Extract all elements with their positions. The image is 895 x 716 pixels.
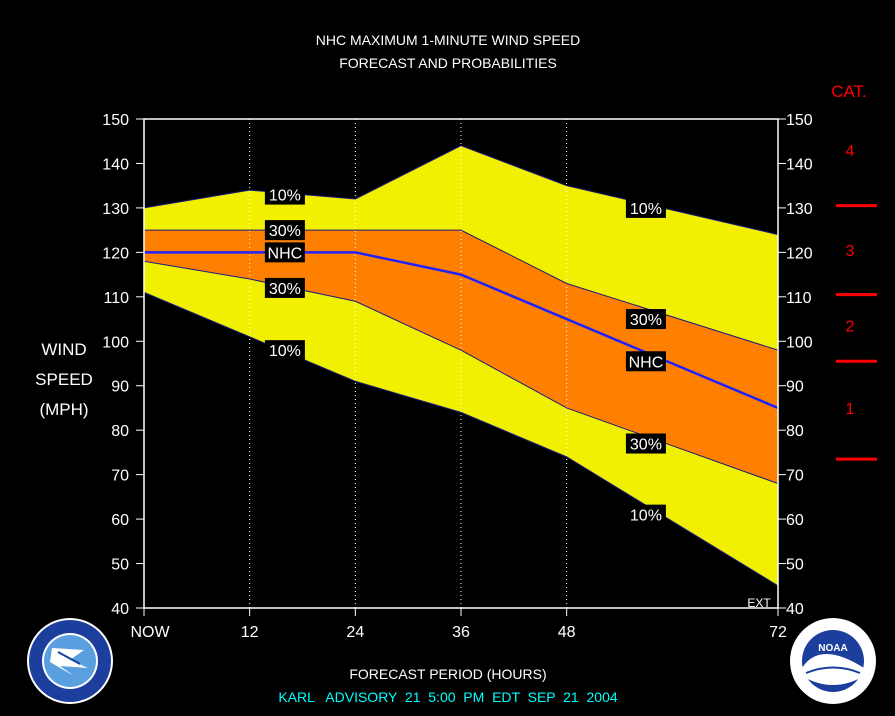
boundary-line-upper_30 bbox=[144, 229, 779, 351]
series-label-box bbox=[264, 242, 305, 263]
y-tick-label-right: 110 bbox=[786, 290, 812, 307]
chart-title-line2: FORECAST AND PROBABILITIES bbox=[339, 55, 557, 71]
svg-text:NOAA: NOAA bbox=[818, 643, 847, 654]
x-tick-label-24: 24 bbox=[346, 624, 364, 641]
noaa-logo: NOAA bbox=[790, 618, 876, 704]
y-tick-label-right: 60 bbox=[786, 512, 804, 529]
y-tick-label-right: 50 bbox=[786, 557, 804, 574]
series-label: NHC bbox=[268, 245, 303, 262]
y-tick-label-left: 110 bbox=[103, 290, 129, 307]
band-30-percent bbox=[144, 230, 778, 484]
grid-lines bbox=[249, 119, 568, 608]
category-label-3: 3 bbox=[846, 243, 855, 260]
y-tick-label-left: 100 bbox=[102, 334, 129, 351]
x-tick-label-48: 48 bbox=[558, 624, 576, 641]
series-label: 30% bbox=[269, 281, 301, 298]
series-label: 10% bbox=[269, 343, 301, 360]
ylabel-line3: (MPH) bbox=[39, 400, 88, 419]
series-label: 30% bbox=[630, 312, 662, 329]
x-axis: NOW 12 24 36 48 72 bbox=[130, 608, 787, 641]
y-axis-right: 40 50 60 70 80 90 100 110 120 130 140 150 bbox=[778, 112, 813, 618]
y-tick-label-right: 40 bbox=[786, 601, 804, 618]
y-tick-label-left: 50 bbox=[111, 557, 129, 574]
chart-title-line1: NHC MAXIMUM 1-MINUTE WIND SPEED bbox=[316, 32, 580, 48]
advisory-line: KARL ADVISORY 21 5:00 PM EDT SEP 21 2004 bbox=[278, 689, 618, 705]
series-label: 30% bbox=[269, 223, 301, 240]
y-tick-label-left: 90 bbox=[111, 379, 129, 396]
series-label-box bbox=[625, 433, 666, 454]
x-tick-label-36: 36 bbox=[452, 624, 470, 641]
x-tick-label-NOW: NOW bbox=[130, 624, 170, 641]
category-scale: CAT. 4 3 2 1 bbox=[831, 82, 877, 461]
y-tick-label-left: 40 bbox=[111, 601, 129, 618]
y-axis-left: 40 50 60 70 80 90 100 110 120 130 140 150 bbox=[102, 112, 144, 618]
boundary-line-upper_10 bbox=[143, 145, 779, 236]
boundary-line-lower_10 bbox=[143, 291, 779, 587]
y-tick-label-left: 120 bbox=[102, 245, 129, 262]
x-tick-label-72: 72 bbox=[769, 624, 787, 641]
category-label-1: 1 bbox=[846, 401, 855, 418]
series-label-box bbox=[625, 197, 666, 218]
series-label-box bbox=[625, 309, 666, 330]
ylabel-line1: WIND bbox=[41, 340, 86, 359]
xlabel: FORECAST PERIOD (HOURS) bbox=[349, 666, 546, 682]
y-tick-label-right: 70 bbox=[786, 468, 804, 485]
category-label-4: 4 bbox=[846, 143, 855, 160]
series-label-box bbox=[625, 351, 666, 372]
series-label: 10% bbox=[630, 508, 662, 525]
y-tick-label-left: 150 bbox=[102, 112, 129, 129]
y-tick-label-left: 140 bbox=[102, 156, 129, 173]
series-label: 10% bbox=[630, 201, 662, 218]
series-label-box bbox=[264, 184, 305, 205]
category-label-2: 2 bbox=[846, 319, 855, 336]
ext-label: EXT bbox=[747, 596, 771, 610]
series-label-box bbox=[264, 277, 305, 298]
series-label: 30% bbox=[630, 437, 662, 454]
series-lines bbox=[143, 145, 779, 587]
y-tick-label-right: 80 bbox=[786, 423, 804, 440]
series-labels: 10% 30% NHC 30% 10% 10% 30% NHC 30% 10% bbox=[264, 184, 666, 525]
y-tick-label-right: 120 bbox=[786, 245, 813, 262]
y-tick-label-right: 90 bbox=[786, 379, 804, 396]
y-tick-label-right: 150 bbox=[786, 112, 813, 129]
y-tick-label-right: 140 bbox=[786, 156, 813, 173]
series-label: 10% bbox=[269, 188, 301, 205]
nws-logo bbox=[27, 618, 113, 704]
series-label: NHC bbox=[629, 354, 664, 371]
y-tick-label-left: 130 bbox=[102, 201, 129, 218]
y-tick-label-left: 60 bbox=[111, 512, 129, 529]
x-tick-label-12: 12 bbox=[241, 624, 259, 641]
nhc-forecast-line bbox=[144, 251, 779, 410]
category-title: CAT. bbox=[831, 82, 867, 101]
series-label-box bbox=[625, 504, 666, 525]
series-label-box bbox=[264, 340, 305, 361]
series-label-box bbox=[264, 220, 305, 241]
ylabel-line2: SPEED bbox=[35, 370, 93, 389]
y-tick-label-right: 100 bbox=[786, 334, 813, 351]
y-tick-label-right: 130 bbox=[786, 201, 813, 218]
boundary-line-lower_30 bbox=[143, 260, 779, 484]
y-tick-label-left: 70 bbox=[111, 468, 129, 485]
y-tick-label-left: 80 bbox=[111, 423, 129, 440]
